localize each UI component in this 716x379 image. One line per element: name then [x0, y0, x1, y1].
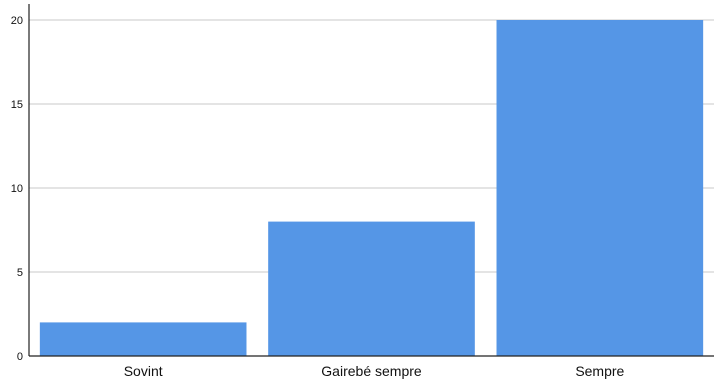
y-tick-label: 0: [17, 351, 23, 363]
y-axis-ticks: 0 5 10 15 20: [11, 15, 23, 363]
bar-2: [496, 20, 704, 356]
x-axis-ticks: Sovint Gairebé sempre Sempre: [124, 363, 625, 379]
y-tick-label: 15: [11, 99, 23, 111]
y-tick-label: 10: [11, 183, 23, 195]
y-tick-label: 5: [17, 267, 23, 279]
x-tick-label: Gairebé sempre: [321, 363, 422, 379]
x-tick-label: Sempre: [575, 363, 624, 379]
y-tick-label: 20: [11, 15, 23, 27]
x-tick-label: Sovint: [124, 363, 163, 379]
bar-1: [268, 221, 475, 356]
bars: [39, 20, 704, 356]
bar-0: [39, 322, 247, 356]
